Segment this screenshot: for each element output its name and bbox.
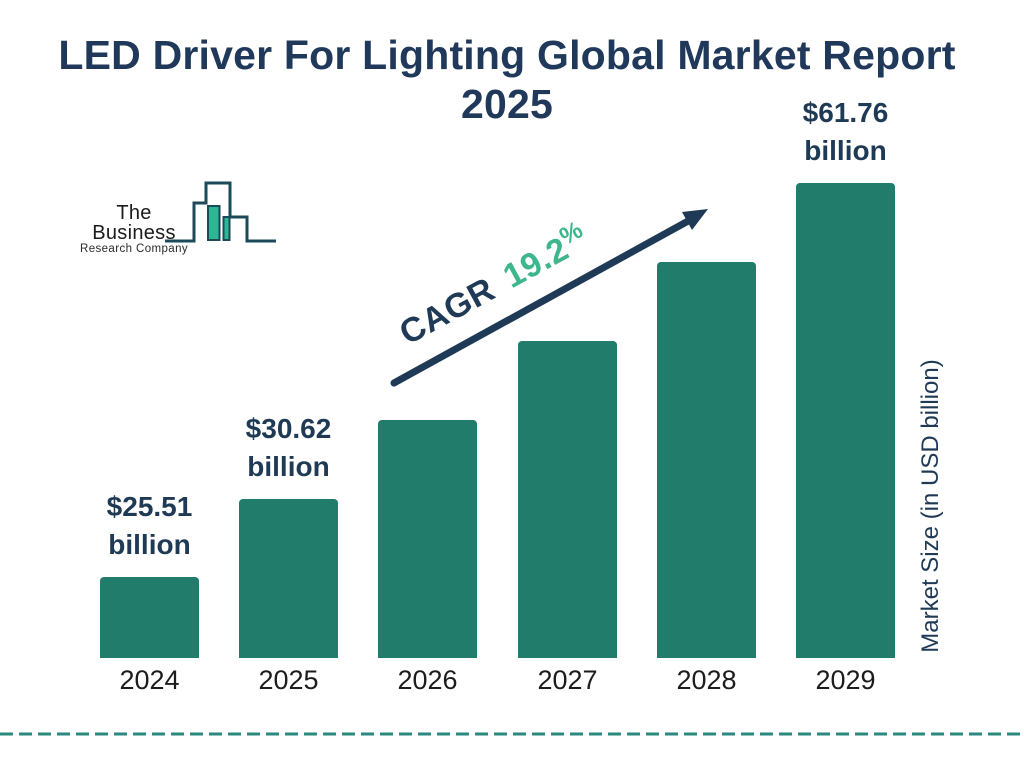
x-tick-2025: 2025 [258,665,319,695]
value-line1: $61.76 [802,97,889,128]
value-line2: billion [804,135,887,166]
bar-chart-logo-icon [165,181,276,243]
bar-value-label-2024: $25.51 billion [107,488,193,564]
bar-2024 [100,577,199,658]
value-line2: billion [247,451,330,482]
x-tick-2028: 2028 [676,665,737,695]
bottom-dashed-divider [0,732,1024,736]
value-line1: $25.51 [106,491,193,522]
x-tick-2024: 2024 [119,665,180,695]
bar-group-2026: 2026 [378,420,477,695]
brand-name: The Business Research Company [74,203,194,256]
brand-name-line1: The Business [92,202,176,244]
bar-2028 [657,262,756,658]
bar-value-label-2029: $61.76 billion [803,94,889,170]
page-title-line2: 2025 [460,81,553,127]
value-line2: billion [108,529,191,560]
bar-group-2025: $30.62 billion 2025 [239,410,338,695]
value-line1: $30.62 [245,413,332,444]
bar-2029 [796,183,895,658]
cagr-label: CAGR [393,270,502,353]
bar-value-label-2025: $30.62 billion [246,410,332,486]
bar-2027 [518,341,617,658]
bar-group-2029: $61.76 billion 2029 [796,94,895,695]
page-title: LED Driver For Lighting Global Market Re… [6,31,1008,129]
y-axis-label: Market Size (in USD billion) [917,359,944,653]
page-title-line1: LED Driver For Lighting Global Market Re… [58,32,956,78]
bar-group-2024: $25.51 billion 2024 [100,488,199,695]
bar-group-2027: 2027 [518,341,617,695]
x-tick-2026: 2026 [397,665,458,695]
bar-2026 [378,420,477,658]
cagr-value: 19.2% [497,217,595,296]
bar-group-2028: 2028 [657,262,756,695]
brand-name-line2: Research Company [79,243,189,255]
x-tick-2027: 2027 [537,665,598,695]
bar-2025 [239,499,338,658]
x-tick-2029: 2029 [815,665,876,695]
cagr-annotation: CAGR19.2% [389,211,591,353]
